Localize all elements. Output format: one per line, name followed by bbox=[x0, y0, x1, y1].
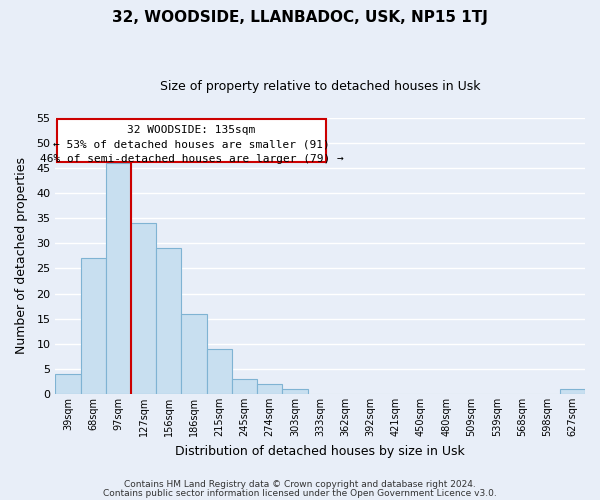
Bar bbox=[131, 223, 156, 394]
X-axis label: Distribution of detached houses by size in Usk: Distribution of detached houses by size … bbox=[175, 444, 465, 458]
Bar bbox=[181, 314, 206, 394]
Text: 32, WOODSIDE, LLANBADOC, USK, NP15 1TJ: 32, WOODSIDE, LLANBADOC, USK, NP15 1TJ bbox=[112, 10, 488, 25]
Bar bbox=[206, 349, 232, 394]
Bar bbox=[156, 248, 181, 394]
Text: Contains public sector information licensed under the Open Government Licence v3: Contains public sector information licen… bbox=[103, 488, 497, 498]
Text: 32 WOODSIDE: 135sqm
← 53% of detached houses are smaller (91)
46% of semi-detach: 32 WOODSIDE: 135sqm ← 53% of detached ho… bbox=[40, 126, 343, 164]
Bar bbox=[283, 389, 308, 394]
Y-axis label: Number of detached properties: Number of detached properties bbox=[15, 158, 28, 354]
Bar bbox=[257, 384, 283, 394]
Bar bbox=[106, 163, 131, 394]
FancyBboxPatch shape bbox=[56, 120, 326, 162]
Bar bbox=[55, 374, 80, 394]
Bar bbox=[232, 379, 257, 394]
Bar bbox=[560, 389, 585, 394]
Text: Contains HM Land Registry data © Crown copyright and database right 2024.: Contains HM Land Registry data © Crown c… bbox=[124, 480, 476, 489]
Title: Size of property relative to detached houses in Usk: Size of property relative to detached ho… bbox=[160, 80, 481, 93]
Bar bbox=[80, 258, 106, 394]
